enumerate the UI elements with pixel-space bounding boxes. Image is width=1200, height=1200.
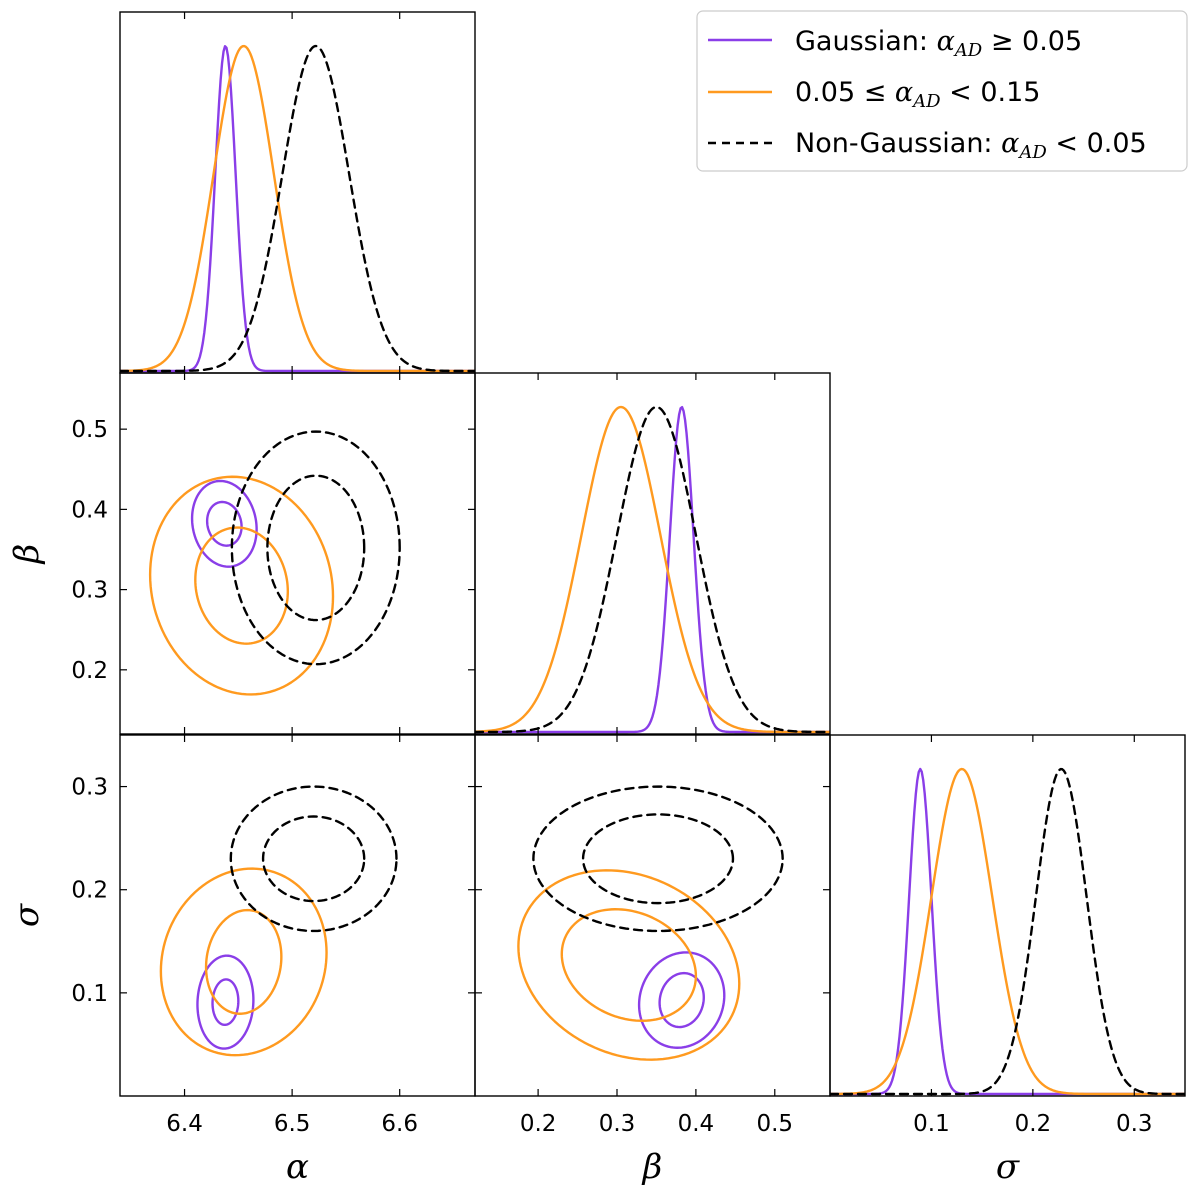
legend: Gaussian: αAD ≥ 0.05 0.05 ≤ αAD < 0.15 N… [696,10,1188,172]
contour-nongauss-sigma_beta-outer [532,785,784,933]
contour-nongauss-sigma_beta-inner [581,813,735,905]
contour-nongauss-sigma_alpha-inner [261,815,366,903]
marginal-nongauss-0 [120,44,475,373]
diag-panel-1-frame [474,372,831,735]
contour-nongauss-sigma_alpha-outer [229,785,398,933]
plot-layer: 0.1 0.2 0.3 0.2 0.3 0.4 0.5 6.4 6.5 6.6 0.1 0.2 0.3 0… [7,11,1186,1187]
panel-sigma_beta-frame [474,734,831,1097]
x-axis-label: α [286,1147,309,1187]
contour-gaussian-sigma_beta-outer [637,951,726,1049]
y-tick-label: 0.2 [71,878,108,904]
x-tick-label: 0.5 [756,1111,793,1137]
marginal-gaussian-2 [830,767,1185,1096]
y-tick-label: 0.1 [71,981,108,1007]
y-tick-label: 0.2 [71,658,108,684]
contour-nongauss-beta_alpha-outer [230,430,401,666]
contour-mid-beta_alpha-inner [194,526,290,645]
contour-mid-sigma_alpha-inner [204,908,283,1015]
marginal-gaussian-0 [120,45,475,373]
contour-mid-sigma_beta-outer [517,869,741,1061]
contour-mid-sigma_alpha-outer [159,867,328,1057]
marginal-mid-1 [475,405,830,734]
x-tick-label: 6.4 [166,1111,203,1137]
x-axis-label: β [641,1147,663,1187]
legend-label-mid: 0.05 ≤ αAD < 0.15 [795,77,1040,112]
x-tick-label: 0.1 [913,1111,950,1137]
contour-mid-sigma_beta-inner [560,908,698,1022]
y-axis-label: β [7,544,47,566]
y-tick-label: 0.3 [71,578,108,604]
y-axis-label: σ [7,903,47,927]
legend-box [696,10,1188,172]
panel-sigma_alpha-frame [119,734,476,1097]
y-tick-label: 0.3 [71,775,108,801]
x-axis-label: σ [996,1147,1020,1187]
contour-gaussian-sigma_beta-inner [658,971,705,1029]
x-tick-label: 0.4 [678,1111,715,1137]
legend-label-nongauss: Non-Gaussian: αAD < 0.05 [795,128,1147,163]
contour-gaussian-beta_alpha-inner [205,500,243,547]
marginal-nongauss-1 [475,405,830,734]
x-tick-label: 0.2 [520,1111,557,1137]
marginal-mid-0 [120,44,475,373]
x-tick-label: 0.3 [599,1111,636,1137]
x-tick-label: 6.6 [381,1111,418,1137]
contour-mid-beta_alpha-outer [148,475,335,696]
contour-nongauss-beta_alpha-inner [266,474,366,622]
legend-label-gaussian: Gaussian: αAD ≥ 0.05 [795,26,1082,61]
panel-beta_alpha-frame [119,372,476,735]
marginal-nongauss-2 [830,767,1185,1096]
contour-gaussian-sigma_alpha-inner [211,978,240,1027]
diag-panel-2-frame [829,734,1186,1097]
marginal-mid-2 [830,767,1185,1096]
y-tick-label: 0.4 [71,497,108,523]
x-tick-label: 0.3 [1116,1111,1153,1137]
x-tick-label: 6.5 [274,1111,311,1137]
contour-gaussian-sigma_alpha-outer [196,954,255,1050]
marginal-gaussian-1 [475,405,830,734]
contour-gaussian-beta_alpha-outer [190,479,258,568]
diag-panel-0-frame [119,11,476,374]
y-tick-label: 0.5 [71,417,108,443]
x-tick-label: 0.2 [1015,1111,1052,1137]
